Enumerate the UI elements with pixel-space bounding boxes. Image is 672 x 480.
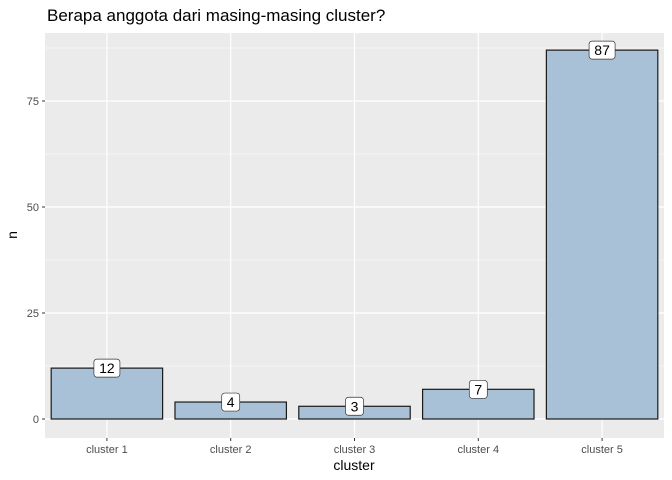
data-label-box bbox=[345, 396, 364, 416]
bar-1 bbox=[50, 367, 164, 420]
x-tick-label: cluster 1 bbox=[86, 444, 128, 456]
bar-5 bbox=[545, 49, 659, 420]
y-tick-label: 75 bbox=[27, 96, 39, 108]
y-tick-label: 0 bbox=[33, 414, 39, 426]
data-label: 4 bbox=[227, 394, 235, 410]
data-label-box bbox=[588, 40, 616, 60]
x-tick-label: cluster 3 bbox=[334, 444, 376, 456]
x-tick-label: cluster 2 bbox=[210, 444, 252, 456]
data-labels-group: 12 4 3 7 87 bbox=[93, 40, 616, 416]
data-label: 3 bbox=[351, 398, 359, 414]
y-axis: 0 25 50 75 bbox=[27, 96, 45, 426]
data-label: 87 bbox=[594, 42, 610, 58]
data-label-box bbox=[468, 379, 488, 399]
y-tick-label: 50 bbox=[27, 202, 39, 214]
x-tick-label: cluster 4 bbox=[458, 444, 500, 456]
x-axis-title: cluster bbox=[333, 457, 375, 473]
x-axis: cluster 1 cluster 2 cluster 3 cluster 4 clus… bbox=[86, 438, 623, 456]
data-label: 7 bbox=[474, 381, 482, 397]
y-axis-title: n bbox=[4, 231, 20, 239]
x-tick-label: cluster 5 bbox=[581, 444, 623, 456]
data-label-box bbox=[221, 392, 241, 412]
y-tick-label: 25 bbox=[27, 308, 39, 320]
chart-title: Berapa anggota dari masing-masing cluste… bbox=[47, 6, 385, 25]
data-label: 12 bbox=[99, 360, 115, 376]
data-label-box bbox=[93, 358, 121, 378]
